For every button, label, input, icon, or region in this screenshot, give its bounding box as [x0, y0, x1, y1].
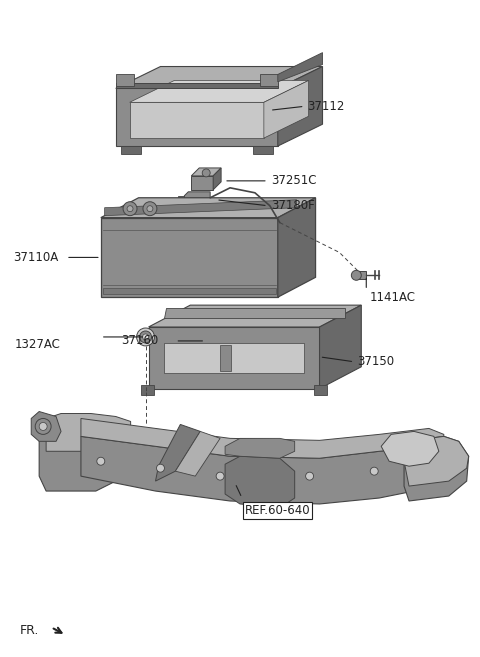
Text: 37251C: 37251C [271, 174, 316, 187]
Polygon shape [260, 74, 278, 87]
Polygon shape [148, 327, 320, 389]
Circle shape [39, 422, 47, 430]
Circle shape [216, 472, 224, 480]
Polygon shape [253, 146, 273, 154]
Text: 37150: 37150 [357, 355, 395, 369]
Polygon shape [184, 192, 210, 204]
Polygon shape [200, 333, 231, 341]
Circle shape [35, 419, 51, 434]
Polygon shape [264, 80, 309, 138]
Polygon shape [225, 438, 295, 458]
Polygon shape [175, 432, 220, 476]
Circle shape [140, 331, 152, 343]
Text: 37160: 37160 [120, 334, 158, 348]
Circle shape [351, 270, 361, 281]
Polygon shape [278, 66, 323, 146]
Text: 1141AC: 1141AC [369, 290, 415, 304]
Circle shape [370, 467, 378, 475]
Polygon shape [179, 196, 184, 200]
Polygon shape [165, 343, 304, 373]
Polygon shape [116, 89, 278, 146]
Text: REF.60-640: REF.60-640 [245, 504, 311, 517]
Polygon shape [116, 74, 133, 87]
Polygon shape [320, 305, 361, 389]
Text: FR.: FR. [19, 623, 39, 637]
Polygon shape [278, 53, 323, 82]
Polygon shape [116, 83, 278, 89]
Polygon shape [130, 80, 309, 102]
Circle shape [127, 206, 133, 212]
Polygon shape [404, 436, 468, 501]
Polygon shape [105, 200, 297, 215]
Circle shape [137, 328, 155, 346]
Polygon shape [225, 456, 295, 508]
Circle shape [123, 202, 137, 215]
Polygon shape [227, 333, 231, 351]
Polygon shape [130, 102, 264, 138]
Polygon shape [156, 424, 200, 481]
Polygon shape [356, 271, 366, 279]
Text: 37110A: 37110A [13, 251, 59, 264]
Polygon shape [381, 432, 439, 466]
Polygon shape [46, 413, 131, 451]
Polygon shape [31, 411, 61, 442]
Polygon shape [81, 436, 444, 504]
Polygon shape [192, 168, 221, 176]
Polygon shape [313, 384, 327, 395]
Circle shape [143, 202, 157, 215]
Polygon shape [200, 341, 227, 351]
Polygon shape [101, 198, 315, 217]
Polygon shape [39, 417, 131, 491]
Polygon shape [81, 419, 444, 458]
Polygon shape [148, 305, 361, 327]
Polygon shape [219, 345, 231, 371]
Polygon shape [141, 384, 155, 395]
Text: 37112: 37112 [308, 100, 345, 113]
Polygon shape [192, 176, 213, 190]
Circle shape [147, 206, 153, 212]
Circle shape [97, 457, 105, 465]
Circle shape [143, 334, 148, 340]
Polygon shape [278, 198, 315, 297]
Polygon shape [120, 146, 141, 154]
Polygon shape [103, 288, 276, 294]
Polygon shape [404, 436, 468, 486]
Polygon shape [101, 217, 278, 297]
Polygon shape [213, 168, 221, 190]
Text: 1327AC: 1327AC [14, 338, 60, 351]
Polygon shape [165, 308, 346, 318]
Text: 37180F: 37180F [271, 199, 314, 212]
Polygon shape [116, 66, 323, 89]
Circle shape [306, 472, 313, 480]
Circle shape [202, 169, 210, 177]
Circle shape [156, 464, 165, 472]
